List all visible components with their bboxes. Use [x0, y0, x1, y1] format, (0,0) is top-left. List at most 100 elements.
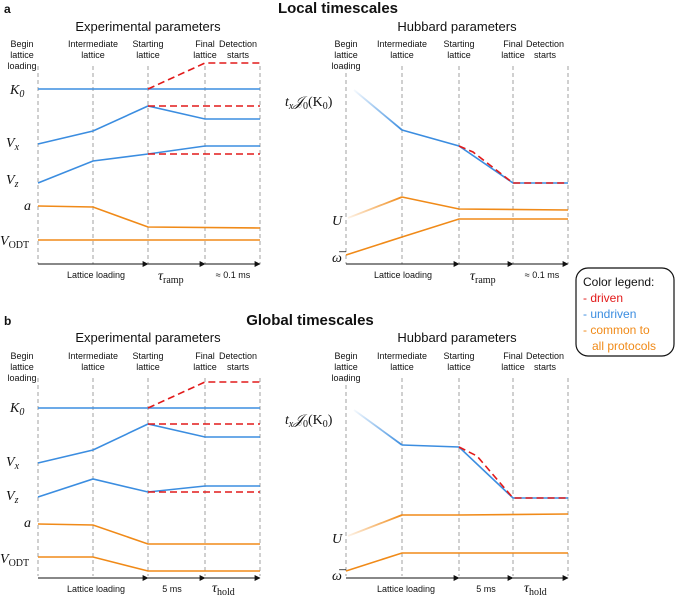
stage-begin-label-1: Begin [334, 351, 357, 361]
stage-starting-label-1: Starting [132, 39, 163, 49]
axis-tau-ramp: τramp [470, 269, 496, 286]
stage-detection-label-1: Detection [219, 351, 257, 361]
stage-final-label-1: Final [195, 39, 215, 49]
stage-starting-label-1: Starting [443, 39, 474, 49]
axis-tau-hold: τhold [524, 581, 547, 597]
legend-common-1: - common to [583, 323, 650, 337]
legend-box [575, 267, 675, 357]
label-vodt: VODT [0, 552, 29, 569]
label-tj0: tx𝒥0(K0) [285, 95, 333, 112]
panel-title: Experimental parameters [75, 330, 221, 345]
label-vz: Vz [6, 489, 19, 506]
panel-title: Hubbard parameters [397, 330, 517, 345]
legend-undriven: - undriven [583, 307, 636, 321]
k0-driven-line [147, 62, 260, 90]
stage-intermediate-label-2: lattice [390, 362, 414, 372]
stage-labels: Begin lattice loading Intermediate latti… [331, 39, 564, 71]
label-u: U [332, 532, 343, 547]
stage-begin-label-2: lattice [334, 50, 358, 60]
label-omega: ω̅ [332, 251, 347, 266]
label-a: a [24, 199, 31, 214]
stage-final-label-1: Final [503, 39, 523, 49]
stage-starting-label-2: lattice [447, 362, 471, 372]
curves [37, 381, 260, 572]
label-vx: Vx [6, 455, 20, 472]
section-a-title: Local timescales [278, 0, 398, 17]
stage-final-label-2: lattice [193, 362, 217, 372]
axis-lattice-loading: Lattice loading [67, 270, 125, 280]
stage-begin-label-1: Begin [334, 39, 357, 49]
curves [345, 409, 569, 572]
stage-detection-label-1: Detection [219, 39, 257, 49]
u-common-line [402, 513, 569, 516]
gridlines [345, 66, 569, 264]
time-axis: Lattice loading τramp ≈ 0.1 ms [38, 261, 261, 286]
u-fade-segment [347, 196, 403, 219]
label-vz: Vz [6, 173, 19, 190]
time-axis: Lattice loading 5 ms τhold [38, 575, 261, 597]
tj-undriven-line [401, 129, 568, 184]
stage-final-label-2: lattice [193, 50, 217, 60]
section-b-letter: b [4, 314, 11, 328]
stage-begin-label-2: lattice [10, 50, 34, 60]
stage-starting-label-2: lattice [447, 50, 471, 60]
stage-final-label-1: Final [195, 351, 215, 361]
panel-title: Hubbard parameters [397, 19, 517, 34]
legend-title: Color legend: [583, 275, 654, 289]
tj-fade-segment [353, 409, 403, 446]
a-common-line [37, 523, 260, 545]
stage-detection-label-2: starts [227, 50, 250, 60]
gridlines [37, 66, 261, 264]
stage-begin-label-1: Begin [10, 39, 33, 49]
time-axis: Lattice loading 5 ms τhold [346, 575, 569, 597]
stage-begin-label-3: loading [7, 61, 36, 71]
u-common-line [401, 196, 569, 211]
color-legend: Color legend: - driven - undriven - comm… [575, 267, 675, 357]
stage-labels: Begin lattice loading Intermediate latti… [331, 351, 564, 383]
vodt-common-line [38, 556, 260, 572]
gridlines [345, 378, 569, 576]
stage-starting-label-1: Starting [132, 351, 163, 361]
axis-lattice-loading: Lattice loading [67, 584, 125, 594]
param-labels: tx𝒥0(K0) U ω̅ [285, 95, 347, 266]
legend-common-2: all protocols [592, 339, 656, 353]
stage-starting-label-2: lattice [136, 362, 160, 372]
axis-five-ms: 5 ms [476, 584, 496, 594]
stage-intermediate-label-2: lattice [81, 50, 105, 60]
param-labels: K0 Vx Vz a VODT [0, 83, 31, 251]
stage-intermediate-label-1: Intermediate [68, 39, 118, 49]
panel-title: Experimental parameters [75, 19, 221, 34]
vz-undriven-line [37, 145, 260, 184]
stage-final-label-2: lattice [501, 50, 525, 60]
axis-lattice-loading: Lattice loading [377, 584, 435, 594]
stage-final-label-1: Final [503, 351, 523, 361]
stage-starting-label-2: lattice [136, 50, 160, 60]
axis-tau-hold: τhold [212, 581, 235, 597]
label-tj0: tx𝒥0(K0) [285, 413, 333, 430]
tj-fade-segment [353, 89, 403, 131]
a-common-line [37, 205, 261, 229]
stage-detection-label-2: starts [227, 362, 250, 372]
gridlines [37, 378, 261, 576]
stage-detection-label-1: Detection [526, 351, 564, 361]
panel-b-experimental: Experimental parameters Begin lattice lo… [0, 330, 261, 597]
stage-detection-label-2: starts [534, 50, 557, 60]
label-k0: K0 [9, 83, 24, 100]
label-k0: K0 [9, 401, 24, 418]
stage-labels: Begin lattice loading Intermediate latti… [7, 39, 257, 71]
stage-intermediate-label-1: Intermediate [377, 39, 427, 49]
label-vodt: VODT [0, 234, 29, 251]
label-omega: ω̅ [332, 569, 347, 584]
stage-begin-label-3: loading [7, 373, 36, 383]
stage-starting-label-1: Starting [443, 351, 474, 361]
stage-intermediate-label-1: Intermediate [68, 351, 118, 361]
axis-detect-time: ≈ 0.1 ms [216, 270, 251, 280]
curves [345, 89, 569, 256]
stage-begin-label-2: lattice [10, 362, 34, 372]
stage-intermediate-label-2: lattice [390, 50, 414, 60]
stage-begin-label-2: lattice [334, 362, 358, 372]
tj-driven-line [458, 145, 568, 184]
panel-a-hubbard: Hubbard parameters Begin lattice loading… [285, 19, 569, 286]
axis-detect-time: ≈ 0.1 ms [525, 270, 560, 280]
